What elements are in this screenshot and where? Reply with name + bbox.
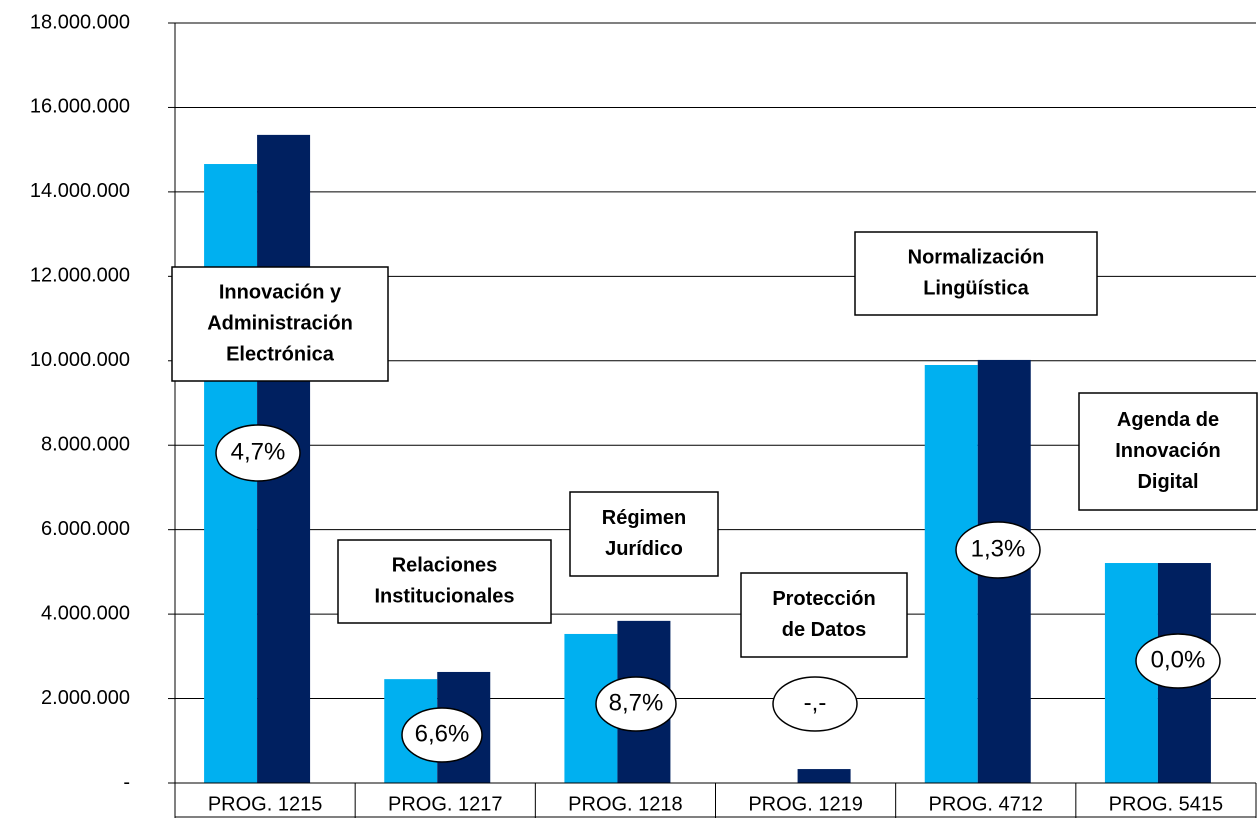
y-tick-label: 12.000.000	[30, 265, 130, 287]
label-line: Innovación	[1115, 440, 1221, 462]
label-line: Administración	[207, 312, 353, 334]
change-label: 6,6%	[415, 720, 470, 747]
x-tick-label: PROG. 4712	[928, 793, 1043, 815]
change-oval	[1135, 633, 1221, 689]
change-oval	[595, 676, 677, 732]
y-tick-label: 8.000.000	[41, 434, 130, 456]
label-box	[171, 266, 389, 382]
y-tick-label: 2.000.000	[41, 687, 130, 709]
change-oval	[215, 424, 301, 482]
y-tick-label: -	[123, 771, 130, 793]
bar	[924, 365, 978, 783]
label-line: de Datos	[782, 619, 866, 641]
label-line: Régimen	[602, 507, 686, 529]
label-box	[740, 572, 908, 658]
x-tick-label: PROG. 1219	[748, 793, 863, 815]
change-label: 0,0%	[1151, 646, 1206, 673]
label-line: Electrónica	[226, 343, 335, 365]
change-label: -,-	[804, 689, 827, 716]
label-line: Protección	[772, 588, 875, 610]
label-box	[854, 231, 1098, 316]
label-box	[1078, 392, 1258, 511]
change-label: 8,7%	[609, 689, 664, 716]
label-line: Innovación y	[219, 281, 342, 303]
label-box	[569, 491, 719, 577]
change-label: 4,7%	[231, 438, 286, 465]
label-line: Jurídico	[605, 538, 683, 560]
x-tick-label: PROG. 1215	[208, 793, 323, 815]
label-line: Lingüística	[923, 277, 1029, 299]
change-oval	[772, 676, 858, 732]
y-tick-label: 10.000.000	[30, 349, 130, 371]
y-tick-label: 18.000.000	[30, 11, 130, 33]
label-line: Digital	[1137, 471, 1198, 493]
label-line: Relaciones	[392, 554, 498, 576]
change-label: 1,3%	[971, 535, 1026, 562]
change-oval	[401, 707, 483, 763]
label-line: Normalización	[908, 246, 1045, 268]
y-tick-label: 14.000.000	[30, 180, 130, 202]
bar	[797, 769, 851, 783]
label-line: Agenda de	[1117, 409, 1219, 431]
x-tick-label: PROG. 1217	[388, 793, 503, 815]
y-tick-label: 6.000.000	[41, 518, 130, 540]
label-box	[337, 539, 552, 624]
x-tick-label: PROG. 1218	[568, 793, 683, 815]
y-tick-label: 16.000.000	[30, 96, 130, 118]
x-tick-label: PROG. 5415	[1109, 793, 1224, 815]
label-line: Institucionales	[374, 585, 514, 607]
y-tick-label: 4.000.000	[41, 602, 130, 624]
change-oval	[955, 521, 1041, 579]
